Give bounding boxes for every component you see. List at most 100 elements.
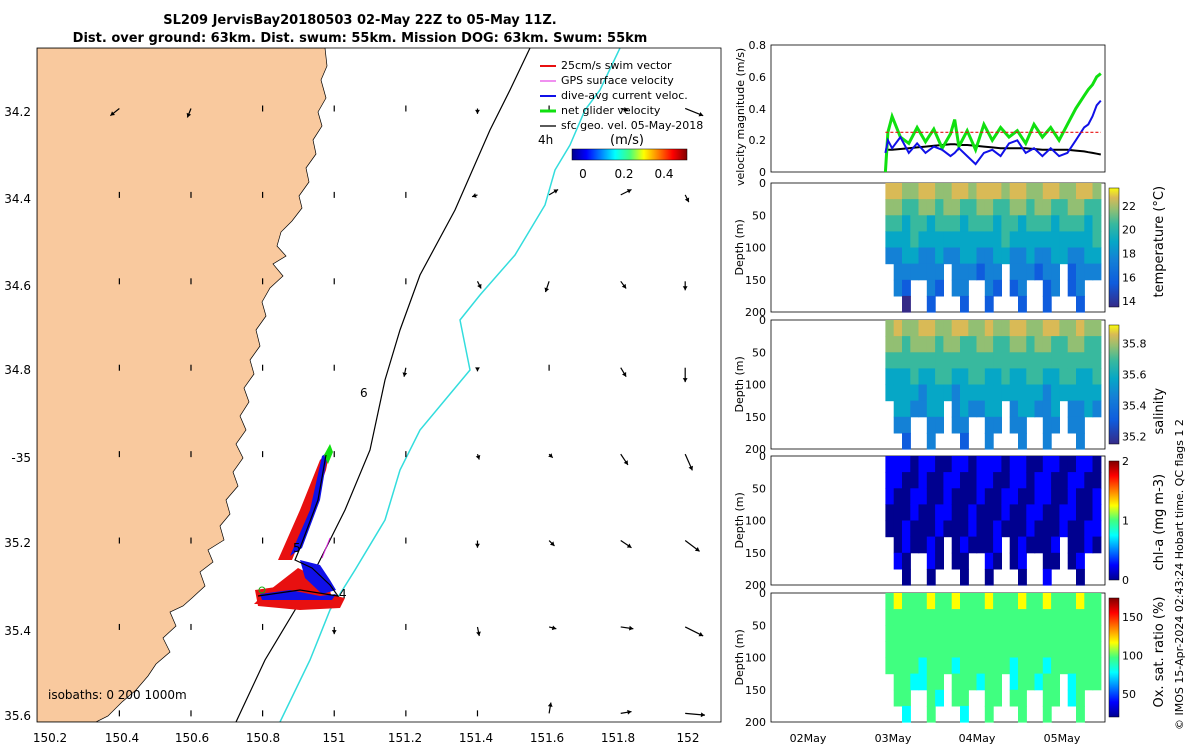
section-cell [1067, 320, 1077, 337]
section-cell [935, 472, 944, 489]
section-cell [1026, 641, 1036, 659]
geo-velocity-arrow [548, 453, 554, 459]
section-cell [1076, 432, 1085, 450]
section-cell [1084, 593, 1094, 610]
section-cell [1092, 609, 1102, 626]
section-cell [1067, 472, 1077, 489]
section-cell [885, 247, 895, 265]
section-cell [935, 689, 944, 707]
section-cell [1018, 609, 1027, 626]
section-cell [1018, 416, 1027, 434]
section-cell [893, 689, 903, 707]
section-cell [1076, 295, 1085, 313]
section-cell [960, 279, 969, 297]
section-cell [926, 336, 936, 353]
section-cell [1076, 689, 1085, 707]
section-cell [926, 295, 936, 313]
section-cell [902, 456, 911, 473]
section-cell [951, 456, 961, 473]
section-cell [1067, 368, 1077, 386]
speed-colorbar [571, 148, 688, 161]
section-cell [935, 336, 944, 353]
geo-velocity-arrow [186, 108, 192, 118]
section-depth-tick: 200 [745, 579, 766, 592]
section-cell [1034, 641, 1044, 659]
section-cell [993, 247, 1002, 265]
section-cell [1092, 504, 1102, 522]
section-cell [885, 320, 895, 337]
section-cell [1009, 199, 1019, 216]
section-cell [902, 673, 911, 691]
section-cell [1001, 472, 1011, 489]
section-cell [1026, 215, 1036, 232]
section-cell [1084, 199, 1094, 216]
section-cell [1001, 593, 1011, 610]
section-cell [893, 352, 903, 369]
section-cell [1051, 231, 1060, 249]
section-cell [902, 657, 911, 675]
section-cell [918, 400, 928, 418]
section-cell [1026, 625, 1036, 642]
section-cell [976, 231, 986, 249]
section-cell [1009, 336, 1019, 353]
section-cell [1092, 336, 1102, 353]
section-cell [951, 400, 961, 418]
dive-avg-current-cloud-south [300, 560, 336, 594]
section-cell [935, 504, 944, 522]
section-cell [951, 263, 961, 281]
section-cell [1009, 657, 1019, 675]
section-cell [910, 400, 920, 418]
section-cell [1042, 247, 1052, 265]
section-cell [1076, 320, 1085, 337]
y-tick-label: 35.2 [4, 536, 31, 550]
section-cell [1026, 352, 1036, 369]
section-colorbar [1108, 460, 1120, 581]
section-cell [910, 520, 920, 538]
section-cell [960, 336, 969, 353]
section-cell [902, 400, 911, 418]
section-cell [984, 183, 994, 200]
section-cell [902, 705, 911, 723]
section-cell [1001, 488, 1011, 505]
colorbar-tick: 0 [579, 167, 587, 181]
section-cell [960, 263, 969, 281]
section-cell [1018, 279, 1027, 297]
section-cell [984, 247, 994, 265]
section-oxygen: 0 50 100 150 200 Depth (m) 50 100 150 Ox. sat. ra… [733, 587, 1167, 729]
section-cell [968, 336, 978, 353]
section-cell [885, 641, 895, 659]
geo-velocity-arrow-head [331, 630, 337, 635]
section-cell [918, 472, 928, 489]
section-cell [1009, 247, 1019, 265]
section-cell [1092, 536, 1102, 554]
section-cell [993, 625, 1002, 642]
section-cell [918, 504, 928, 522]
section-cell [1001, 504, 1011, 522]
section-cell [1092, 199, 1102, 216]
section-cell [1051, 657, 1060, 675]
section-cell [1092, 384, 1102, 402]
section-cell [926, 641, 936, 659]
section-cell [1084, 641, 1094, 659]
section-cell [1009, 552, 1019, 570]
geo-velocity-arrow-head [475, 543, 480, 548]
section-cell [1084, 247, 1094, 265]
section-cell [1018, 625, 1027, 642]
geo-velocity-arrow [684, 540, 700, 552]
section-cell [1051, 625, 1060, 642]
vel-y-tick: 0.2 [749, 134, 767, 147]
section-cell [918, 215, 928, 232]
section-cell [951, 689, 961, 707]
section-cell [935, 215, 944, 232]
section-cell [1092, 352, 1102, 369]
section-cell [1067, 263, 1077, 281]
section-cell [1026, 231, 1036, 249]
section-cell [918, 263, 928, 281]
section-cell [926, 400, 936, 418]
section-cell [902, 416, 911, 434]
section-cell [1042, 352, 1052, 369]
swim-vector-cloud-north [278, 450, 330, 560]
section-cell [935, 520, 944, 538]
section-cell [951, 593, 961, 610]
